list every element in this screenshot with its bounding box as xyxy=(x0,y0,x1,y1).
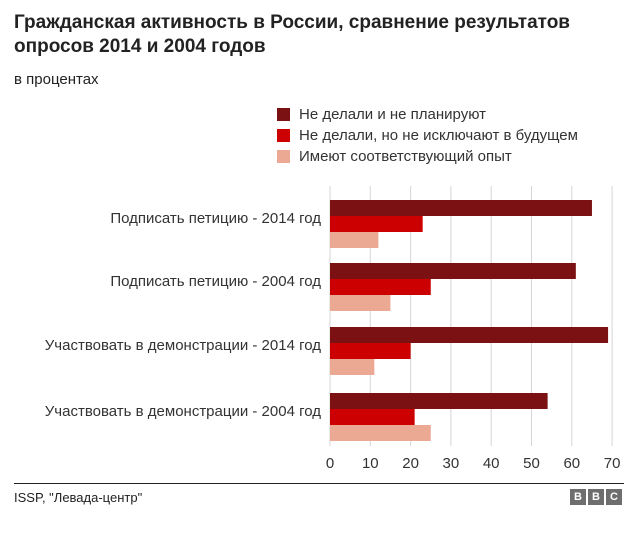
x-tick-label: 60 xyxy=(563,455,580,472)
footer-divider xyxy=(14,483,624,484)
legend-swatch-dark xyxy=(277,108,290,121)
bar xyxy=(330,232,379,248)
legend-label: Не делали, но не исключают в будущем xyxy=(299,127,578,144)
x-tick-label: 50 xyxy=(523,455,540,472)
legend-swatch-pink xyxy=(277,150,290,163)
bar-chart: 0 10 20 30 40 50 60 70 Подписать петицию - 2014 … xyxy=(45,186,621,472)
bbc-logo: B B C xyxy=(570,489,622,505)
bar xyxy=(330,200,592,216)
bar xyxy=(330,279,431,295)
bar xyxy=(330,327,609,343)
x-tick-label: 70 xyxy=(604,455,621,472)
bar xyxy=(330,263,576,279)
x-tick-label: 30 xyxy=(443,455,460,472)
source-note: ISSP, "Левада-центр" xyxy=(14,490,143,505)
x-tick-label: 40 xyxy=(483,455,500,472)
bar xyxy=(330,425,431,441)
category-label: Подписать петицию - 2004 год xyxy=(110,273,321,290)
legend-swatch-red xyxy=(277,129,290,142)
legend-label: Имеют соответствующий опыт xyxy=(299,148,512,165)
bar xyxy=(330,343,411,359)
legend-item-maybe-future: Не делали, но не исключают в будущем xyxy=(277,125,578,146)
logo-letter: B xyxy=(588,489,604,505)
legend-item-have-experience: Имеют соответствующий опыт xyxy=(277,146,578,167)
logo-letter: B xyxy=(570,489,586,505)
category-label: Участвовать в демонстрации - 2014 год xyxy=(45,337,321,354)
legend-item-not-planning: Не делали и не планируют xyxy=(277,104,578,125)
category-label: Участвовать в демонстрации - 2004 год xyxy=(45,403,321,420)
logo-letter: C xyxy=(606,489,622,505)
category-label: Подписать петицию - 2014 год xyxy=(110,210,321,227)
bar xyxy=(330,295,391,311)
bar xyxy=(330,359,375,375)
legend: Не делали и не планируют Не делали, но н… xyxy=(277,104,578,167)
bar xyxy=(330,216,423,232)
bar xyxy=(330,409,415,425)
chart-title: Гражданская активность в России, сравнен… xyxy=(14,12,570,57)
x-tick-label: 20 xyxy=(402,455,419,472)
x-tick-label: 10 xyxy=(362,455,379,472)
bar xyxy=(330,393,548,409)
x-tick-label: 0 xyxy=(326,455,334,472)
legend-label: Не делали и не планируют xyxy=(299,106,487,123)
chart-subtitle: в процентах xyxy=(14,71,99,88)
